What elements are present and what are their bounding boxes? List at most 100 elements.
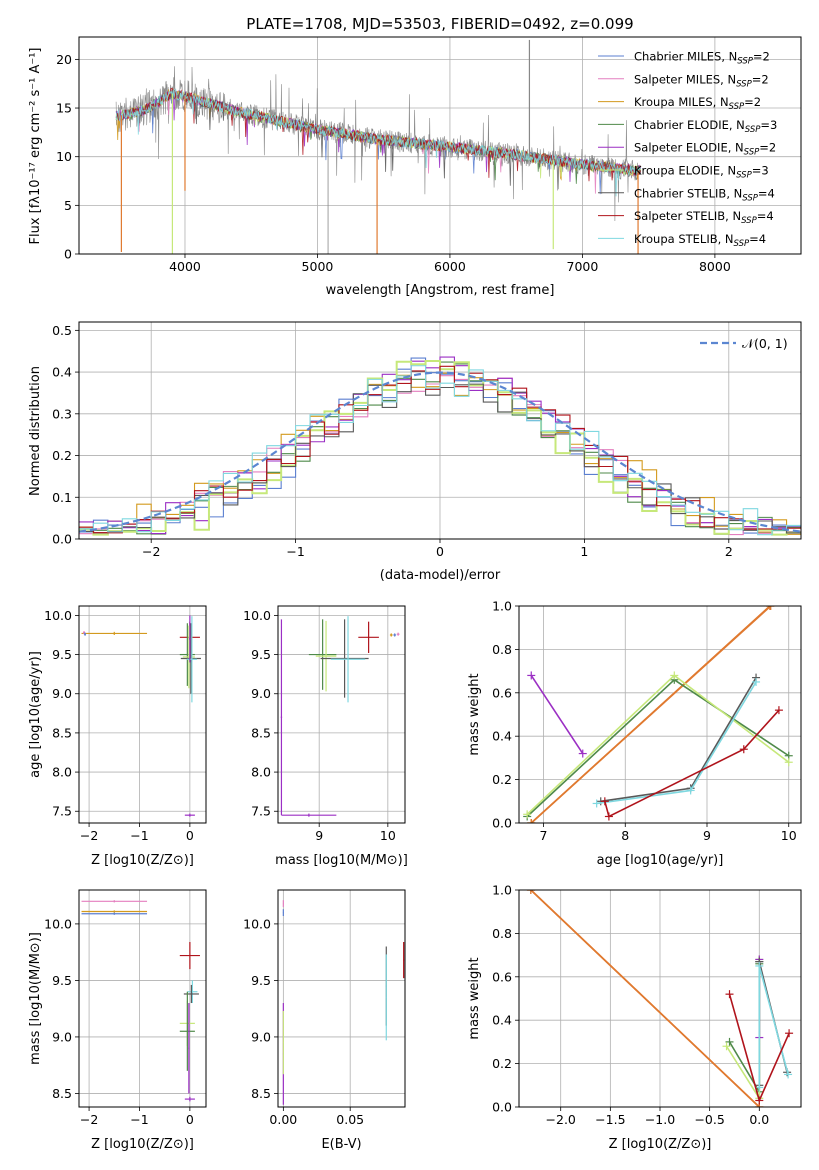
plot-area xyxy=(282,900,405,1105)
plot-area xyxy=(523,606,793,823)
y-tick-label: 9.0 xyxy=(52,1029,72,1044)
y-tick-label: 9.5 xyxy=(251,647,271,662)
x-tick-label: −2 xyxy=(142,544,160,559)
y-tick-label: 0.0 xyxy=(492,1100,512,1115)
x-tick-label: 7 xyxy=(540,828,548,843)
y-tick-label: 8.5 xyxy=(52,1086,72,1101)
y-tick-label: 0.5 xyxy=(52,323,72,338)
figure-title: PLATE=1708, MJD=53503, FIBERID=0492, z=0… xyxy=(246,15,633,33)
y-tick-label: 0.2 xyxy=(492,772,512,787)
y-tick-label: 8.5 xyxy=(251,725,271,740)
plot-area xyxy=(115,39,642,254)
x-tick-label: 5000 xyxy=(302,259,334,274)
plot-area xyxy=(280,616,400,817)
weight-line xyxy=(530,674,584,755)
x-tick-label: −0.5 xyxy=(694,1112,724,1127)
x-tick-label: 8000 xyxy=(699,259,731,274)
axes-frame xyxy=(78,889,207,1108)
weight-line xyxy=(526,678,790,818)
y-tick-label: 0.3 xyxy=(52,406,72,421)
x-axis-label: age [log10(age/yr)] xyxy=(597,853,724,868)
legend-label: Salpeter MILES, NSSP=2 xyxy=(634,72,769,89)
y-tick-label: 0.0 xyxy=(492,816,512,831)
x-tick-label: 0.00 xyxy=(269,1112,297,1127)
x-tick-label: 9 xyxy=(703,828,711,843)
x-tick-label: −1.0 xyxy=(645,1112,675,1127)
x-tick-label: 1 xyxy=(580,544,588,559)
x-tick-label: 0.05 xyxy=(336,1112,364,1127)
legend-label: Kroupa MILES, NSSP=2 xyxy=(634,95,761,112)
x-tick-label: 6000 xyxy=(434,259,466,274)
y-tick-label: 8.0 xyxy=(251,765,271,780)
x-tick-label: 0 xyxy=(186,828,194,843)
x-axis-label: Z [log10(Z/Z⊙)] xyxy=(91,1137,194,1152)
histogram-line xyxy=(79,360,801,536)
y-tick-label: 8.0 xyxy=(52,765,72,780)
x-tick-label: 2 xyxy=(725,544,733,559)
legend-label: Salpeter STELIB, NSSP=4 xyxy=(634,209,774,226)
model-spectrum-line xyxy=(115,88,642,182)
weight-line xyxy=(530,890,760,1107)
y-tick-label: 9.5 xyxy=(52,973,72,988)
axes-frame xyxy=(518,889,802,1108)
histogram-line xyxy=(79,365,801,536)
legend-label: Chabrier STELIB, NSSP=4 xyxy=(634,186,775,203)
x-axis-label: wavelength [Angstrom, rest frame] xyxy=(326,283,555,298)
axes-frame xyxy=(277,889,406,1108)
y-tick-label: 10.0 xyxy=(44,608,72,623)
x-axis-label: Z [log10(Z/Z⊙)] xyxy=(609,1137,712,1152)
x-tick-label: 8 xyxy=(621,828,629,843)
y-tick-label: 20 xyxy=(56,52,72,67)
x-tick-label: 9 xyxy=(315,828,323,843)
y-tick-label: 7.5 xyxy=(52,804,72,819)
y-tick-label: 8.5 xyxy=(52,725,72,740)
y-axis-label: mass weight xyxy=(467,673,482,755)
legend-label: Salpeter ELODIE, NSSP=2 xyxy=(634,141,776,158)
y-axis-label: mass [log10(M/M⊙)] xyxy=(28,932,43,1065)
legend-label: Chabrier ELODIE, NSSP=3 xyxy=(634,118,777,135)
model-spectrum-line xyxy=(115,88,642,197)
normal-curve-line xyxy=(79,371,801,533)
y-tick-label: 9.0 xyxy=(52,686,72,701)
legend-label: 𝒩(0, 1) xyxy=(742,336,788,351)
plot-area xyxy=(526,890,794,1107)
y-tick-label: 8.5 xyxy=(251,1086,271,1101)
y-tick-label: 0.4 xyxy=(52,365,72,380)
x-axis-label: Z [log10(Z/Z⊙)] xyxy=(91,853,194,868)
legend-label: Kroupa ELODIE, NSSP=3 xyxy=(634,164,769,181)
y-tick-label: 7.5 xyxy=(251,804,271,819)
x-tick-label: 10 xyxy=(781,828,797,843)
histogram-line xyxy=(79,370,801,534)
x-axis-label: E(B-V) xyxy=(321,1137,361,1152)
x-tick-label: 4000 xyxy=(169,259,201,274)
weight-line xyxy=(604,709,780,818)
y-tick-label: 0.0 xyxy=(52,532,72,547)
x-tick-label: 7000 xyxy=(567,259,599,274)
legend-label: Chabrier MILES, NSSP=2 xyxy=(634,50,770,67)
y-tick-label: 0.6 xyxy=(492,969,512,984)
plot-area xyxy=(81,900,200,1102)
x-tick-label: −1 xyxy=(286,544,304,559)
x-axis-label: mass [log10(M/M⊙)] xyxy=(275,853,408,868)
axes-frame xyxy=(78,605,207,824)
y-axis-label: mass weight xyxy=(467,957,482,1039)
plot-area xyxy=(79,356,801,536)
x-tick-label: −2 xyxy=(80,1112,98,1127)
y-tick-label: 1.0 xyxy=(492,599,512,614)
axes-frame xyxy=(277,605,406,824)
y-tick-label: 0.2 xyxy=(492,1056,512,1071)
x-axis-label: (data-model)/error xyxy=(380,568,501,583)
weight-line xyxy=(725,959,761,1102)
y-tick-label: 0 xyxy=(64,247,72,262)
y-tick-label: 9.5 xyxy=(251,973,271,988)
axes-frame xyxy=(78,36,802,255)
legend-label: Kroupa STELIB, NSSP=4 xyxy=(634,232,766,249)
weight-line xyxy=(530,606,771,823)
y-tick-label: 0.6 xyxy=(492,685,512,700)
y-axis-label: Flux [fλ10⁻¹⁷ erg cm⁻² s⁻¹ A⁻¹] xyxy=(28,48,43,245)
y-tick-label: 0.8 xyxy=(492,926,512,941)
y-tick-label: 1.0 xyxy=(492,883,512,898)
y-tick-label: 9.0 xyxy=(251,1029,271,1044)
y-tick-label: 0.4 xyxy=(492,1013,512,1028)
